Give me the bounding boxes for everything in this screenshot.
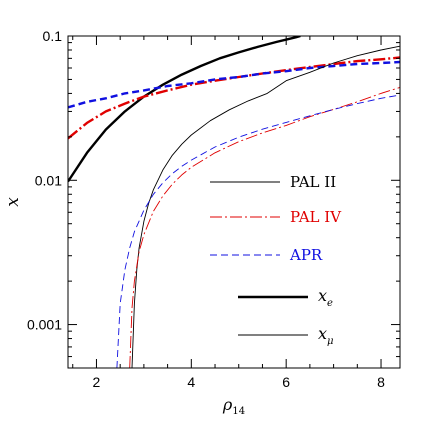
ticks-layer: 2 4 6 8 0.001 0.01 0.1 — [27, 28, 400, 390]
series-line-pal-iv-electron — [68, 56, 400, 140]
series-line-pal-ii-muon — [131, 45, 400, 368]
series-line-pal-iv-muon — [129, 86, 400, 368]
x-axis-label-sub: 14 — [232, 406, 245, 417]
series-line-pal-ii-electron — [68, 36, 301, 183]
series-line-apr-electron — [68, 60, 400, 109]
x-tick-label: 4 — [187, 374, 195, 390]
legend-label-particle-electron: xe — [318, 286, 333, 309]
x-tick-label: 8 — [377, 374, 385, 390]
plot-frame — [67, 35, 401, 369]
legend-label-pal-iv: PAL IV — [290, 208, 342, 226]
y-axis-label: x — [3, 197, 23, 207]
x-axis-label-main: ρ — [222, 395, 233, 414]
y-tick-label: 0.1 — [43, 28, 63, 44]
y-tick-label: 0.001 — [27, 317, 62, 333]
series-line-apr-muon — [116, 94, 400, 368]
y-tick-label: 0.01 — [35, 172, 62, 188]
x-tick-label: 6 — [282, 374, 290, 390]
series-layer — [68, 36, 400, 368]
legend: PAL II PAL IV APR xe xμ — [210, 173, 342, 347]
legend-label-particle-muon: xμ — [318, 324, 334, 347]
legend-label-pal-ii: PAL II — [290, 173, 336, 191]
legend-label-apr: APR — [289, 246, 323, 264]
x-axis-label: ρ14 — [222, 395, 245, 417]
x-tick-label: 2 — [93, 374, 101, 390]
